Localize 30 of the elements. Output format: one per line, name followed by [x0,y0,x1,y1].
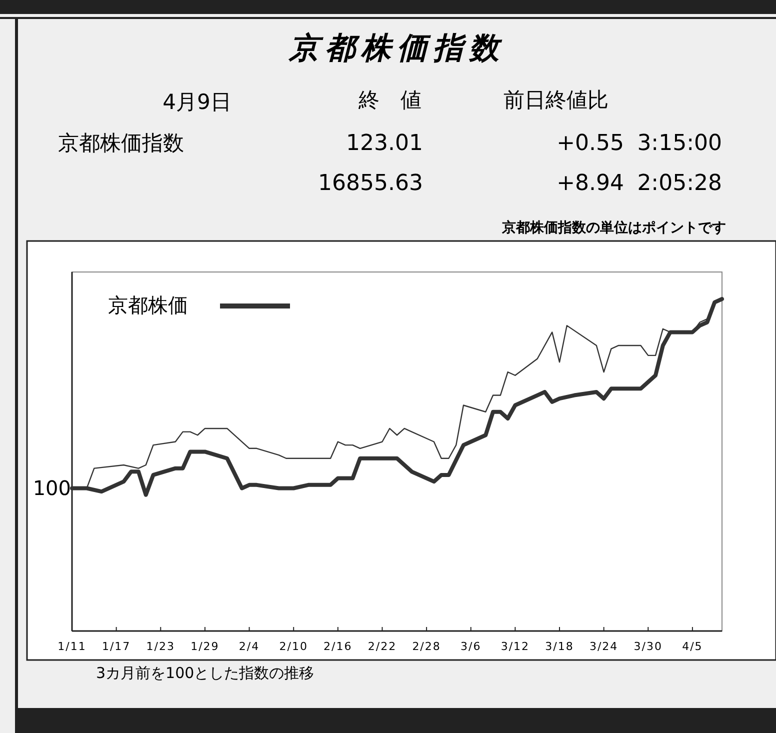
annotation: 100 [32,476,71,500]
text: 3カ月前を100とした指数の推移 [96,664,314,682]
x-tick-label: 2/16 [324,640,352,653]
text: +0.55 [556,131,624,156]
x-tick-label: 3/6 [460,640,482,653]
text: 前日終値比 [504,88,608,112]
x-tick-label: 3/12 [500,640,530,653]
text: 3:15:00 [637,131,722,156]
text: +8.94 [556,171,624,196]
x-tick-label: 1/29 [190,640,220,653]
x-tick-label: 1/11 [58,640,86,653]
x-tick-label: 2/22 [368,640,397,653]
text: 終 値 [358,88,422,112]
text: 京都株価指数 [58,131,184,155]
x-tick-label: 3/30 [634,640,662,653]
legend-label: 京都株価 [108,293,188,317]
chart-title: 京都株価指数 [288,31,505,66]
text: 2:05:28 [637,171,722,196]
x-tick-label: 2/28 [412,640,441,653]
text: 123.01 [346,131,423,156]
x-tick-label: 1/23 [146,640,175,653]
x-tick-label: 2/10 [279,640,308,653]
text: 京都株価指数の単位はポイントです [501,219,726,236]
text: 16855.63 [318,171,423,196]
x-tick-label: 2/4 [238,640,260,653]
text: 4月9日 [162,90,232,114]
x-tick-label: 3/18 [545,640,574,653]
x-tick-label: 3/24 [589,640,618,653]
x-tick-label: 4/5 [682,640,703,653]
x-tick-label: 1/17 [102,640,131,653]
